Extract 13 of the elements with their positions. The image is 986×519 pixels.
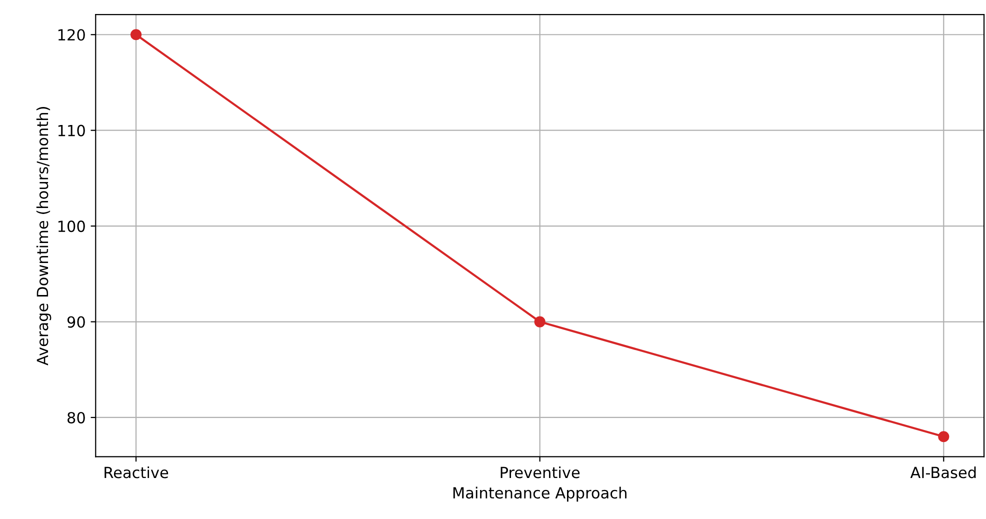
y-tick-label: 110 — [58, 124, 85, 136]
y-tick-label: 100 — [58, 220, 85, 232]
y-tick-label: 80 — [68, 412, 85, 424]
y-tick-label: 120 — [58, 29, 85, 41]
x-axis-title: Maintenance Approach — [453, 486, 626, 502]
point — [938, 431, 950, 442]
x-tick-label: Reactive — [104, 466, 168, 478]
x-tick-label: AI-Based — [910, 466, 976, 478]
x-tick-label: Preventive — [500, 466, 580, 478]
point — [130, 29, 142, 40]
y-tick-label: 90 — [67, 316, 85, 328]
point — [534, 316, 546, 328]
y-axis-title: Average Downtime (hours/month) — [36, 107, 52, 366]
